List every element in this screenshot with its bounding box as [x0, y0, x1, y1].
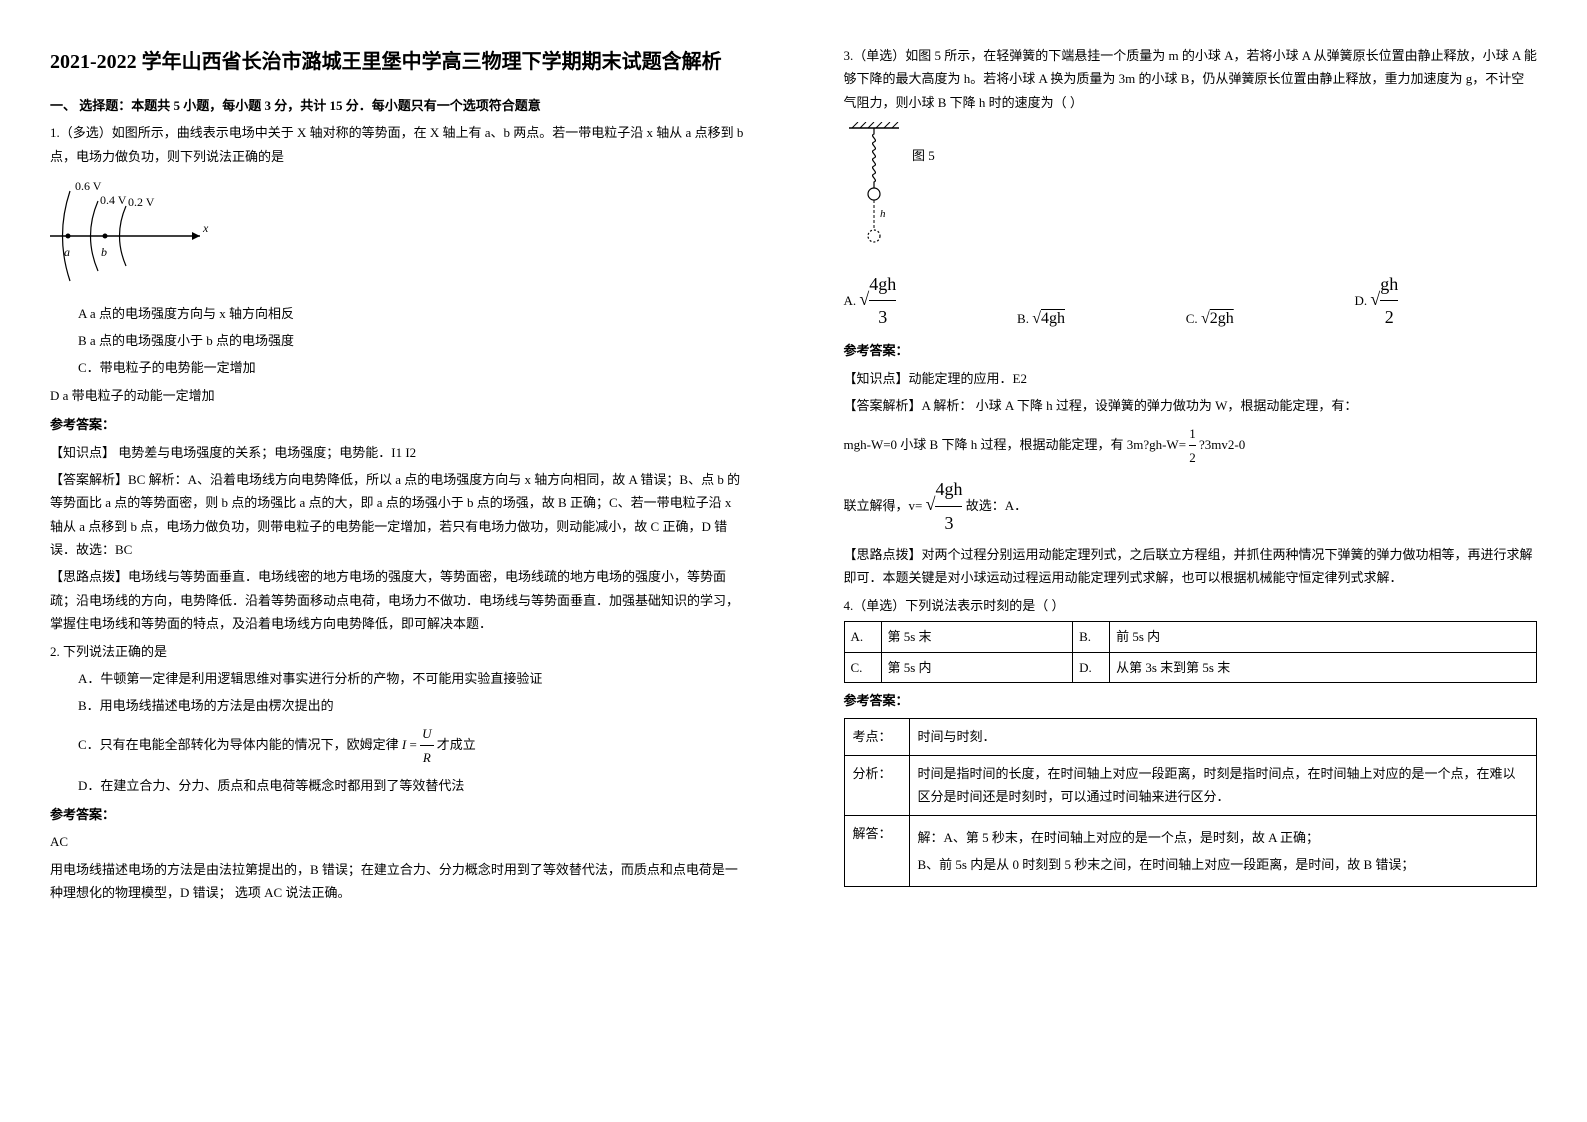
- q3-answer-body-2: mgh-W=0 小球 B 下降 h 过程，根据动能定理，有 3m?gh-W= 1…: [844, 422, 1538, 470]
- q4-cell-b: 前 5s 内: [1110, 622, 1537, 652]
- document-title: 2021-2022 学年山西省长治市潞城王里堡中学高三物理下学期期末试题含解析: [50, 44, 744, 80]
- q4-cell-b-label: B.: [1073, 622, 1110, 652]
- q3-figure: h 图 5: [844, 122, 1538, 259]
- q3-options-row: A. √4gh3 B. √4gh C. √2gh D. √gh2: [844, 268, 1399, 334]
- q2-option-c-post: 才成立: [437, 737, 476, 752]
- fig-label-a: a: [64, 245, 70, 259]
- q4-solution-a: 解：A、第 5 秒末，在时间轴上对应的是一个点，是时刻，故 A 正确；: [918, 826, 1529, 849]
- fig-label-06v: 0.6 V: [75, 179, 102, 193]
- fig-label-x: x: [202, 221, 209, 235]
- svg-text:h: h: [880, 208, 886, 220]
- q3-ans3-post: 故选：A．: [966, 498, 1027, 513]
- q3-stem: 3.（单选）如图 5 所示，在轻弹簧的下端悬挂一个质量为 m 的小球 A，若将小…: [844, 44, 1538, 114]
- fig-label-04v: 0.4 V: [100, 193, 127, 207]
- q2-answer-body: 用电场线描述电场的方法是由法拉第提出的，B 错误；在建立合力、分力概念时用到了等…: [50, 858, 744, 905]
- q2-answer: AC: [50, 830, 744, 853]
- q3-knowledge-point: 【知识点】动能定理的应用．E2: [844, 367, 1538, 390]
- q1-option-d: D a 带电粒子的动能一定增加: [50, 384, 744, 407]
- q2-option-c-formula: I = UR: [402, 722, 434, 770]
- q3-answer-body-1: 【答案解析】A 解析： 小球 A 下降 h 过程，设弹簧的弹力做功为 W，根据动…: [844, 394, 1538, 417]
- q4-cell-c-label: C.: [844, 652, 881, 682]
- fig-label-02v: 0.2 V: [128, 195, 155, 209]
- q4-kp: 时间与时刻．: [909, 719, 1537, 755]
- q3-option-b: B. √4gh: [1017, 305, 1065, 334]
- q3-ans2-post: ?3mv2-0: [1199, 436, 1245, 451]
- q1-stem: 1.（多选）如图所示，曲线表示电场中关于 X 轴对称的等势面，在 X 轴上有 a…: [50, 121, 744, 168]
- q2-option-a: A．牛顿第一定律是利用逻辑思维对事实进行分析的产物，不可能用实验直接验证: [78, 667, 744, 690]
- q1-figure: 0.6 V 0.4 V 0.2 V x a b: [50, 176, 744, 293]
- q4-cell-d-label: D.: [1073, 652, 1110, 682]
- q4-cell-a-label: A.: [844, 622, 881, 652]
- q1-ref-answer-label: 参考答案：: [50, 413, 744, 436]
- q2-ref-answer-label: 参考答案：: [50, 803, 744, 826]
- right-column: 3.（单选）如图 5 所示，在轻弹簧的下端悬挂一个质量为 m 的小球 A，若将小…: [794, 0, 1587, 1122]
- q3-option-c: C. √2gh: [1186, 305, 1234, 334]
- q4-answer-table: 考点： 时间与时刻． 分析： 时间是指时间的长度，在时间轴上对应一段距离，时刻是…: [844, 718, 1538, 887]
- q4-analysis-label: 分析：: [844, 755, 909, 815]
- q3-ans2-pre: mgh-W=0 小球 B 下降 h 过程，根据动能定理，有 3m?gh-W=: [844, 436, 1187, 451]
- q4-kp-label: 考点：: [844, 719, 909, 755]
- q4-cell-d: 从第 3s 末到第 5s 末: [1110, 652, 1537, 682]
- q3-hint: 【思路点拨】对两个过程分别运用动能定理列式，之后联立方程组，并抓住两种情况下弹簧…: [844, 543, 1538, 590]
- q4-solution-b: B、前 5s 内是从 0 时刻到 5 秒末之间，在时间轴上对应一段距离，是时间，…: [918, 853, 1529, 876]
- q3-option-d: D. √gh2: [1354, 268, 1398, 334]
- q4-ref-answer-label: 参考答案：: [844, 689, 1538, 712]
- q4-options-table: A. 第 5s 末 B. 前 5s 内 C. 第 5s 内 D. 从第 3s 末…: [844, 621, 1538, 683]
- q4-stem: 4.（单选）下列说法表示时刻的是（ ）: [844, 594, 1538, 617]
- fig-label-b: b: [101, 245, 107, 259]
- q4-solution-label: 解答：: [844, 815, 909, 887]
- q2-option-d: D．在建立合力、分力、质点和点电荷等概念时都用到了等效替代法: [78, 774, 744, 797]
- q1-option-a: A a 点的电场强度方向与 x 轴方向相反: [78, 302, 744, 325]
- q1-answer-body: 【答案解析】BC 解析：A、沿着电场线方向电势降低，所以 a 点的电场强度方向与…: [50, 468, 744, 562]
- q1-hint: 【思路点拨】电场线与等势面垂直．电场线密的地方电场的强度大，等势面密，电场线疏的…: [50, 565, 744, 635]
- q4-cell-a: 第 5s 末: [881, 622, 1073, 652]
- q3-ref-answer-label: 参考答案：: [844, 339, 1538, 362]
- q2-option-c: C．只有在电能全部转化为导体内能的情况下，欧姆定律 I = UR 才成立: [78, 722, 744, 770]
- q2-stem: 2. 下列说法正确的是: [50, 640, 744, 663]
- q1-option-b: B a 点的电场强度小于 b 点的电场强度: [78, 329, 744, 352]
- q3-ans3-pre: 联立解得，v=: [844, 498, 923, 513]
- q4-cell-c: 第 5s 内: [881, 652, 1073, 682]
- q2-option-c-pre: C．只有在电能全部转化为导体内能的情况下，欧姆定律: [78, 737, 399, 752]
- q1-knowledge-point: 【知识点】 电势差与电场强度的关系；电场强度；电势能．I1 I2: [50, 441, 744, 464]
- q4-solution: 解：A、第 5 秒末，在时间轴上对应的是一个点，是时刻，故 A 正确； B、前 …: [909, 815, 1537, 887]
- section-1-heading: 一、 选择题：本题共 5 小题，每小题 3 分，共计 15 分．每小题只有一个选…: [50, 94, 744, 117]
- q3-fig-label: 图 5: [912, 148, 935, 163]
- q1-option-c: C．带电粒子的电势能一定增加: [78, 356, 744, 379]
- q2-option-b: B．用电场线描述电场的方法是由楞次提出的: [78, 694, 744, 717]
- q3-option-a: A. √4gh3: [844, 268, 897, 334]
- q4-analysis: 时间是指时间的长度，在时间轴上对应一段距离，时刻是指时间点，在时间轴上对应的是一…: [909, 755, 1537, 815]
- q3-answer-body-3: 联立解得，v= √4gh3 故选：A．: [844, 473, 1538, 539]
- left-column: 2021-2022 学年山西省长治市潞城王里堡中学高三物理下学期期末试题含解析 …: [0, 0, 794, 1122]
